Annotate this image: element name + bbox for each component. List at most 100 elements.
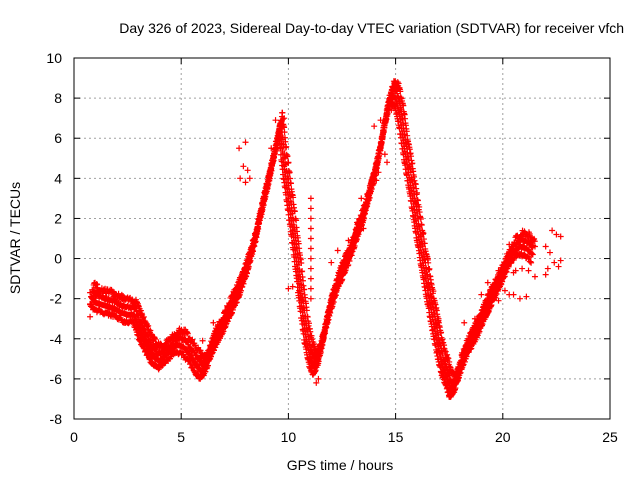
data-point-marker: [242, 139, 249, 146]
data-point-marker: [101, 295, 108, 302]
data-point-marker: [527, 237, 534, 244]
data-point-marker: [529, 251, 536, 258]
data-point-marker: [184, 330, 191, 337]
data-point-marker: [307, 195, 314, 202]
axis-ticks: 0 5 10 15 20 25 -8 -6 -4 -2 0 2 4 6 8 10: [46, 50, 618, 445]
data-point-marker: [553, 231, 560, 238]
data-point-marker: [284, 153, 291, 160]
data-point-marker: [528, 250, 535, 257]
data-point-marker: [503, 268, 510, 275]
data-point-marker: [409, 160, 416, 167]
y-axis-label: SDTVAR / TECUs: [7, 182, 23, 294]
data-point-marker: [199, 337, 206, 344]
data-point-marker: [508, 260, 515, 267]
data-point-marker: [311, 341, 318, 348]
data-point-marker: [384, 109, 391, 116]
y-tick-label: 8: [54, 90, 62, 106]
data-point-marker: [87, 289, 94, 296]
data-point-marker: [244, 263, 251, 270]
data-point-marker: [424, 255, 431, 262]
data-point-marker: [435, 345, 442, 352]
data-point-marker: [291, 208, 298, 215]
data-point-marker: [147, 327, 154, 334]
data-point-marker: [371, 123, 378, 130]
data-point-marker: [285, 285, 292, 292]
data-point-marker: [512, 267, 519, 274]
y-tick-label: 10: [46, 50, 62, 66]
data-point-marker: [186, 351, 193, 358]
data-point-marker: [293, 261, 300, 268]
data-point-marker: [557, 257, 564, 264]
data-point-marker: [161, 353, 168, 360]
data-point-marker: [302, 331, 309, 338]
data-point-marker: [469, 335, 476, 342]
data-point-marker: [510, 291, 517, 298]
y-tick-label: 0: [54, 251, 62, 267]
data-point-marker: [510, 249, 517, 256]
data-point-marker: [375, 169, 382, 176]
data-point-marker: [281, 115, 288, 122]
data-point-marker: [531, 273, 538, 280]
data-point-marker: [465, 343, 472, 350]
data-point-marker: [546, 249, 553, 256]
data-point-marker: [240, 275, 247, 282]
data-point-marker: [242, 179, 249, 186]
data-point-marker: [221, 315, 228, 322]
data-point-marker: [285, 175, 292, 182]
data-point-marker: [461, 319, 468, 326]
data-point-marker: [395, 80, 402, 87]
data-point-marker: [484, 279, 491, 286]
data-point-marker: [244, 167, 251, 174]
data-point-marker: [461, 353, 468, 360]
data-point-marker: [504, 261, 511, 268]
data-point-marker: [281, 163, 288, 170]
data-point-marker: [430, 288, 437, 295]
data-point-marker: [396, 113, 403, 120]
data-point-marker: [286, 169, 293, 176]
data-point-marker: [131, 311, 138, 318]
data-point-marker: [253, 231, 260, 238]
data-point-marker: [305, 320, 312, 327]
data-point-marker: [478, 291, 485, 298]
data-point-marker: [315, 355, 322, 362]
data-point-marker: [301, 286, 308, 293]
data-point-marker: [482, 307, 489, 314]
data-point-marker: [495, 297, 502, 304]
data-point-marker: [307, 235, 314, 242]
data-point-marker: [148, 349, 155, 356]
data-point-marker: [388, 107, 395, 114]
data-point-marker: [281, 129, 288, 136]
data-point-marker: [381, 151, 388, 158]
data-point-marker: [345, 237, 352, 244]
data-point-marker: [206, 353, 213, 360]
data-point-marker: [261, 193, 268, 200]
data-point-marker: [529, 250, 536, 257]
data-point-marker: [420, 230, 427, 237]
data-point-marker: [345, 255, 352, 262]
data-point-marker: [152, 336, 159, 343]
data-point-marker: [274, 137, 281, 144]
data-point-marker: [439, 363, 446, 370]
data-point-marker: [233, 295, 240, 302]
data-point-marker: [87, 301, 94, 308]
data-point-marker: [246, 175, 253, 182]
data-point-marker: [307, 265, 314, 272]
data-point-marker: [227, 305, 234, 312]
data-point-marker: [354, 219, 361, 226]
data-point-marker: [268, 167, 275, 174]
data-point-marker: [282, 138, 289, 145]
plot-frame: [73, 57, 611, 420]
data-point-marker: [409, 195, 416, 202]
data-point-marker: [397, 88, 404, 95]
x-tick-label: 25: [602, 429, 618, 445]
data-point-marker: [311, 363, 318, 370]
data-point-marker: [456, 365, 463, 372]
data-point-marker: [506, 241, 513, 248]
data-point-marker: [373, 177, 380, 184]
data-point-marker: [307, 205, 314, 212]
data-point-marker: [218, 325, 225, 332]
data-point-marker: [544, 265, 551, 272]
data-point-marker: [377, 117, 384, 124]
data-point-marker: [313, 379, 320, 386]
